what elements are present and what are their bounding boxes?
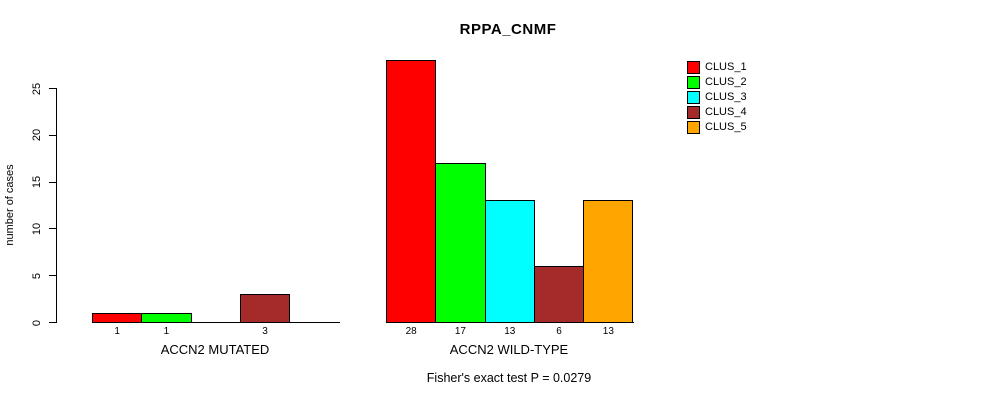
x-axis-label-wild-type: ACCN2 WILD-TYPE bbox=[449, 342, 569, 357]
bar-clus_4 bbox=[533, 266, 585, 323]
chart-title: RPPA_CNMF bbox=[459, 21, 557, 38]
legend-label: CLUS_5 bbox=[705, 121, 747, 133]
legend-row: CLUS_5 bbox=[687, 121, 747, 134]
legend-row: CLUS_4 bbox=[687, 106, 747, 119]
bar-clus_2 bbox=[435, 163, 486, 323]
bar-clus_3 bbox=[484, 200, 535, 323]
bar-value-label: 6 bbox=[556, 326, 562, 337]
y-axis-tick bbox=[49, 88, 56, 89]
legend-swatch-clus_5 bbox=[687, 121, 700, 134]
bar-value-label: 17 bbox=[454, 326, 466, 337]
x-axis-label-mutated: ACCN2 MUTATED bbox=[160, 342, 270, 357]
x-axis-baseline bbox=[92, 322, 340, 323]
y-axis-tick-label: 15 bbox=[31, 175, 43, 189]
legend-row: CLUS_3 bbox=[687, 91, 747, 104]
y-axis-title: number of cases bbox=[4, 164, 16, 246]
legend-label: CLUS_4 bbox=[705, 106, 747, 118]
y-axis-tick bbox=[49, 134, 56, 136]
bar-value-label: 3 bbox=[262, 326, 268, 337]
fisher-test-annotation: Fisher's exact test P = 0.0279 bbox=[426, 371, 592, 385]
legend-swatch-clus_3 bbox=[687, 91, 700, 104]
legend-row: CLUS_2 bbox=[687, 76, 747, 89]
y-axis-tick bbox=[49, 181, 56, 183]
y-axis-tick bbox=[49, 228, 56, 230]
y-axis-tick-label: 20 bbox=[31, 129, 43, 142]
legend-swatch-clus_2 bbox=[687, 76, 700, 89]
y-axis-tick-label: 10 bbox=[31, 222, 43, 236]
y-axis-tick bbox=[49, 275, 56, 277]
y-axis-tick bbox=[49, 322, 56, 323]
bar-value-label: 1 bbox=[114, 326, 120, 337]
y-axis-tick-label: 25 bbox=[31, 82, 43, 95]
bar-clus_2 bbox=[141, 313, 192, 323]
legend: CLUS_1 CLUS_2 CLUS_3 CLUS_4 CLUS_5 bbox=[687, 61, 747, 136]
legend-row: CLUS_1 bbox=[687, 61, 747, 74]
bar-value-label: 28 bbox=[405, 326, 417, 337]
bar-clus_1 bbox=[386, 60, 437, 323]
legend-swatch-clus_1 bbox=[687, 61, 700, 74]
legend-label: CLUS_2 bbox=[705, 76, 747, 88]
legend-swatch-clus_4 bbox=[687, 106, 700, 119]
y-axis-tick-label: 5 bbox=[31, 272, 43, 279]
y-axis-line bbox=[56, 88, 57, 323]
legend-label: CLUS_1 bbox=[705, 61, 747, 73]
bar-clus_1 bbox=[92, 313, 143, 323]
bar-clus_5 bbox=[583, 200, 634, 323]
bar-value-label: 13 bbox=[504, 326, 516, 337]
y-axis-tick-label: 0 bbox=[31, 319, 43, 326]
bar-value-label: 1 bbox=[163, 326, 170, 337]
legend-label: CLUS_3 bbox=[705, 91, 747, 103]
bar-value-label: 13 bbox=[602, 326, 614, 337]
bar-clus_4 bbox=[239, 294, 291, 323]
